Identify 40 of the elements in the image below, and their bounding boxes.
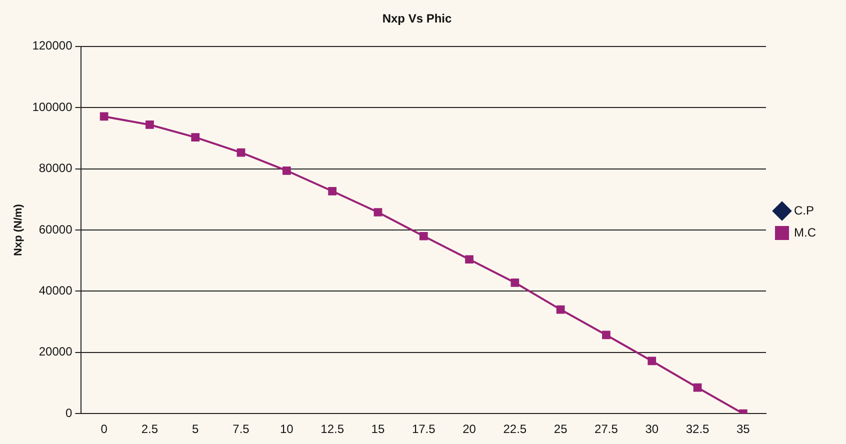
- point: [282, 166, 291, 175]
- x-tick-label: 7.5: [232, 422, 250, 436]
- x-tick-label: 22.5: [503, 422, 527, 436]
- point: [465, 255, 474, 264]
- point: [374, 208, 382, 216]
- legend-label: C.P: [794, 203, 814, 218]
- x-tick-label: 15: [371, 422, 385, 436]
- point: [236, 148, 246, 157]
- y-tick-label: 0: [66, 406, 73, 420]
- x-tick-label: 17.5: [412, 422, 436, 436]
- y-tick-label: 60000: [38, 222, 73, 236]
- point: [191, 133, 200, 142]
- y-tick-label: 120000: [32, 38, 73, 53]
- y-tick-label: 100000: [32, 100, 73, 114]
- y-tick-label: 40000: [38, 284, 73, 298]
- x-tick-label: 10: [280, 422, 294, 436]
- point: [328, 186, 337, 196]
- point: [556, 305, 565, 314]
- point: [419, 232, 428, 240]
- x-tick-label: 32.5: [686, 422, 710, 436]
- x-tick-label: 2.5: [141, 422, 158, 436]
- point: [510, 278, 520, 287]
- chart-title: Nxp Vs Phic: [382, 12, 452, 26]
- x-tick-label: 5: [192, 422, 200, 436]
- y-axis-title: Nxp (N/m): [12, 204, 25, 256]
- x-tick-label: 30: [645, 422, 659, 436]
- x-tick-label: 12.5: [320, 422, 344, 436]
- x-tick-label: 0: [100, 422, 108, 436]
- x-tick-label: 35: [736, 422, 750, 436]
- point: [146, 120, 154, 129]
- legend-label: M.C: [794, 225, 816, 240]
- point: [602, 330, 610, 340]
- point: [100, 112, 108, 121]
- point: [648, 356, 656, 366]
- y-tick-label: 20000: [38, 344, 73, 359]
- x-tick-label: 25: [554, 422, 568, 436]
- point: [693, 383, 702, 392]
- y-tick-label: 80000: [38, 161, 73, 176]
- x-tick-label: 27.5: [594, 422, 618, 436]
- x-tick-label: 20: [462, 422, 476, 436]
